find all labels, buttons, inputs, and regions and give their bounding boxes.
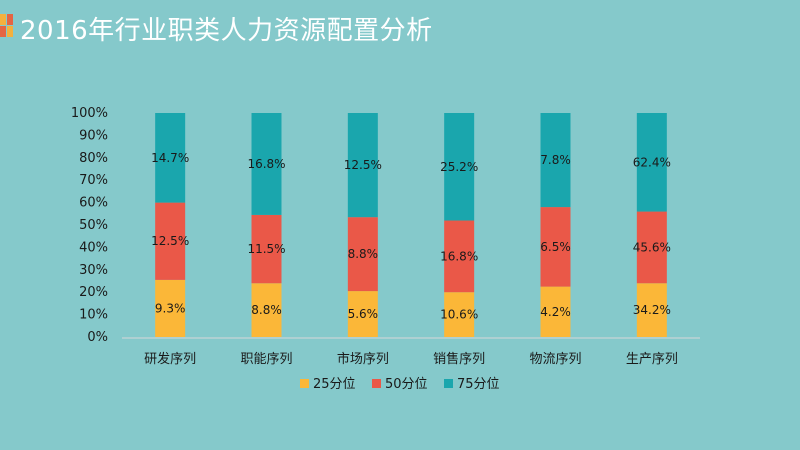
data-label: 14.7%: [151, 151, 189, 165]
y-tick-label: 30%: [79, 263, 108, 278]
y-tick-label: 20%: [79, 285, 108, 300]
data-label: 4.2%: [540, 305, 571, 319]
data-label: 62.4%: [633, 155, 671, 169]
legend-label: 75分位: [457, 377, 500, 392]
data-label: 16.8%: [440, 249, 478, 263]
title-decoration: [0, 14, 14, 38]
bar-segment: [251, 283, 282, 337]
decoration-square: [0, 26, 6, 37]
y-tick-label: 100%: [71, 106, 108, 121]
legend-swatch: [300, 379, 309, 388]
bar-segment: [155, 202, 186, 280]
data-label: 6.5%: [540, 240, 571, 254]
data-label: 8.8%: [348, 247, 379, 261]
x-tick-label: 物流序列: [529, 352, 581, 367]
y-tick-label: 0%: [87, 330, 108, 345]
bar-segment: [540, 207, 571, 287]
x-tick-label: 生产序列: [626, 352, 678, 367]
bar-segment: [540, 113, 571, 208]
bar-segment: [347, 113, 378, 218]
data-label: 12.5%: [344, 158, 382, 172]
data-label: 45.6%: [633, 240, 671, 254]
bar-segment: [444, 292, 475, 337]
legend-label: 50分位: [385, 377, 428, 392]
bar-segment: [347, 217, 378, 292]
y-tick-label: 50%: [79, 218, 108, 233]
y-tick-label: 10%: [79, 308, 108, 323]
bar-segment: [636, 113, 667, 212]
data-label: 16.8%: [247, 157, 285, 171]
x-tick-label: 市场序列: [337, 351, 389, 367]
legend-swatch: [444, 379, 453, 388]
legend-swatch: [372, 379, 381, 388]
decoration-square: [7, 14, 13, 25]
decoration-square: [7, 26, 13, 37]
data-label: 5.6%: [348, 307, 379, 321]
data-label: 9.3%: [155, 301, 186, 315]
bar-segment: [251, 214, 282, 284]
y-tick-label: 90%: [79, 128, 108, 143]
data-label: 10.6%: [440, 308, 478, 322]
bar-segment: [636, 211, 667, 284]
x-tick-label: 职能序列: [240, 352, 292, 367]
data-label: 11.5%: [247, 242, 285, 256]
data-label: 34.2%: [633, 303, 671, 317]
data-label: 7.8%: [540, 153, 571, 167]
page-title: 2016年行业职类人力资源配置分析: [20, 16, 433, 46]
decoration-square: [0, 14, 6, 25]
data-label: 12.5%: [151, 234, 189, 248]
data-label: 8.8%: [251, 303, 282, 317]
bar-segment: [636, 283, 667, 337]
bar-segment: [155, 113, 186, 203]
y-tick-label: 60%: [79, 196, 108, 211]
bar-segment: [251, 113, 282, 215]
bar-segment: [347, 291, 378, 337]
legend-label: 25分位: [313, 377, 356, 392]
x-tick-label: 销售序列: [433, 351, 485, 367]
y-tick-label: 80%: [79, 151, 108, 166]
y-tick-label: 40%: [79, 240, 108, 255]
bar-segment: [155, 279, 186, 337]
data-label: 25.2%: [440, 160, 478, 174]
bar-segment: [444, 220, 475, 293]
bar-segment: [540, 286, 571, 337]
bar-segment: [444, 113, 475, 221]
y-tick-label: 70%: [79, 173, 108, 188]
x-tick-label: 研发序列: [144, 351, 196, 367]
